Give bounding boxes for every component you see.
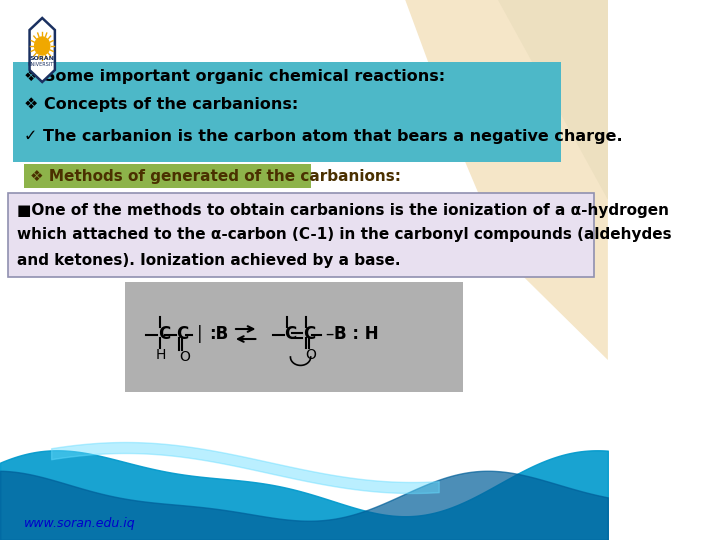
Text: which attached to the α-carbon (C-1) in the carbonyl compounds (aldehydes: which attached to the α-carbon (C-1) in …	[17, 227, 672, 242]
Text: www.soran.edu.iq: www.soran.edu.iq	[24, 517, 135, 530]
FancyBboxPatch shape	[9, 193, 595, 277]
Text: ❖ Some important organic chemical reactions:: ❖ Some important organic chemical reacti…	[24, 70, 445, 84]
FancyBboxPatch shape	[13, 62, 562, 162]
Text: |: |	[197, 325, 202, 343]
Text: O: O	[179, 350, 190, 364]
FancyBboxPatch shape	[125, 282, 463, 392]
Text: C: C	[176, 325, 189, 343]
Text: :B: :B	[210, 325, 229, 343]
Polygon shape	[30, 18, 55, 82]
Text: UNIVERSITY: UNIVERSITY	[27, 63, 57, 68]
Text: ❖ Concepts of the carbanions:: ❖ Concepts of the carbanions:	[24, 98, 298, 112]
Text: ■One of the methods to obtain carbanions is the ionization of a α-hydrogen: ■One of the methods to obtain carbanions…	[17, 202, 669, 218]
Text: ✓ The carbanion is the carbon atom that bears a negative charge.: ✓ The carbanion is the carbon atom that …	[24, 130, 622, 145]
Text: H: H	[156, 348, 166, 362]
Circle shape	[35, 37, 50, 55]
Text: SORAN: SORAN	[30, 57, 55, 62]
Polygon shape	[498, 0, 608, 200]
Polygon shape	[405, 0, 608, 360]
Text: C: C	[284, 325, 297, 343]
Text: C: C	[158, 325, 170, 343]
Text: C: C	[303, 325, 315, 343]
FancyBboxPatch shape	[24, 164, 311, 188]
Text: B : H: B : H	[334, 325, 379, 343]
Text: and ketones). Ionization achieved by a base.: and ketones). Ionization achieved by a b…	[17, 253, 400, 267]
Text: O: O	[305, 348, 317, 362]
Text: –: –	[325, 325, 333, 343]
Text: ❖ Methods of generated of the carbanions:: ❖ Methods of generated of the carbanions…	[30, 168, 401, 184]
